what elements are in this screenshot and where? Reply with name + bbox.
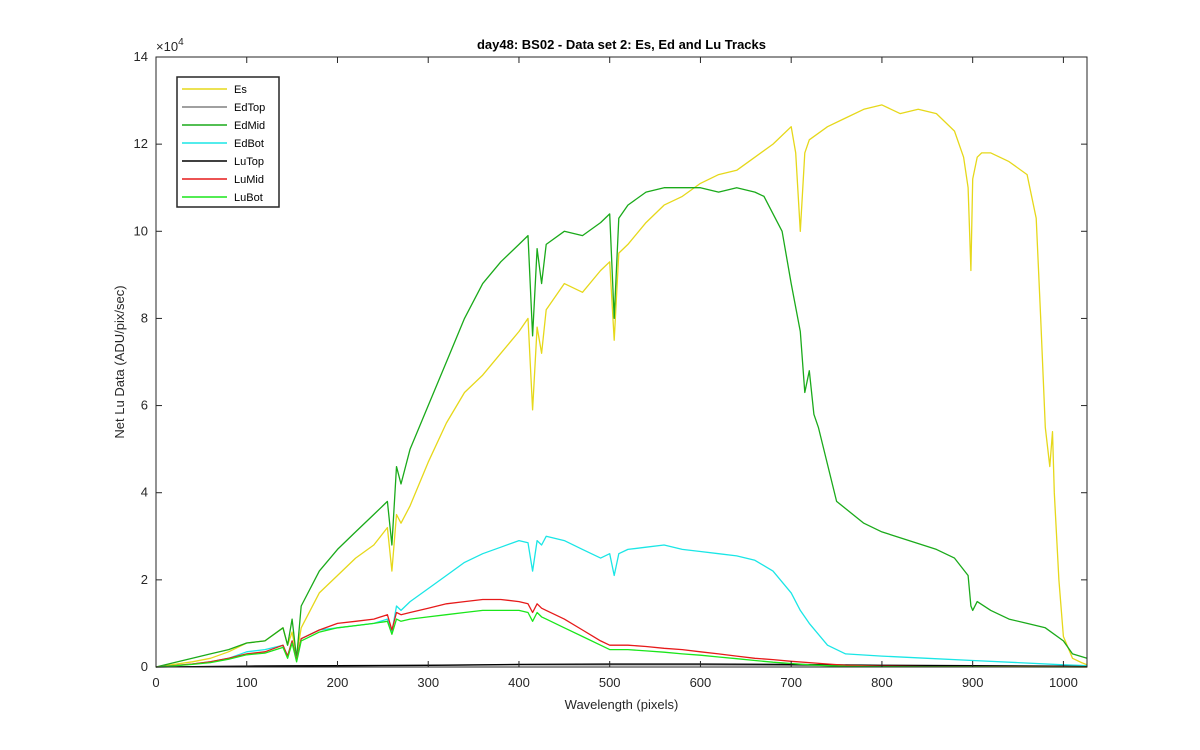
- plot-frame: [155, 56, 1088, 668]
- legend-box: [176, 76, 280, 208]
- x-tick-label: 600: [690, 675, 712, 690]
- legend-label-edbot: EdBot: [234, 138, 264, 150]
- y-tick-label: 0: [141, 659, 148, 674]
- x-tick-label: 500: [599, 675, 621, 690]
- y-axis-label: Net Lu Data (ADU/pix/sec): [112, 285, 127, 438]
- y-tick-label: 8: [141, 310, 148, 325]
- y-tick-label: 14: [134, 49, 148, 64]
- y-tick-label: 4: [141, 485, 148, 500]
- x-axis: 0 100 200 300 400 500 600 700 800 900 1000: [152, 57, 1078, 690]
- x-tick-label: 300: [417, 675, 439, 690]
- legend-label-edmid: EdMid: [234, 120, 265, 132]
- legend: Es EdTop EdMid EdBot LuTop LuMid LuBot: [176, 76, 280, 208]
- legend-label-edtop: EdTop: [234, 102, 265, 114]
- x-tick-label: 1000: [1049, 675, 1078, 690]
- y-tick-label: 2: [141, 572, 148, 587]
- legend-label-lubot: LuBot: [234, 192, 263, 204]
- series-line-es: [155, 104, 1088, 668]
- legend-label-es: Es: [234, 84, 247, 96]
- y-tick-label: 6: [141, 398, 148, 413]
- x-tick-label: 100: [236, 675, 258, 690]
- x-tick-label: 0: [152, 675, 159, 690]
- y-tick-label: 12: [134, 136, 148, 151]
- y-tick-label: 10: [134, 223, 148, 238]
- series-line-edmid: [155, 187, 1088, 668]
- legend-label-lumid: LuMid: [234, 174, 264, 186]
- series-line-lubot: [155, 609, 1087, 668]
- x-tick-label: 700: [780, 675, 802, 690]
- x-tick-label: 900: [962, 675, 984, 690]
- x-tick-label: 400: [508, 675, 530, 690]
- plot-lines: [155, 104, 1088, 668]
- chart-title: day48: BS02 - Data set 2: Es, Ed and Lu …: [477, 37, 766, 52]
- y-axis: 0 2 4 6 8 10 12 14: [134, 49, 1087, 674]
- series-line-lutop: [155, 663, 1088, 668]
- x-tick-label: 800: [871, 675, 893, 690]
- x-tick-label: 200: [327, 675, 349, 690]
- legend-label-lutop: LuTop: [234, 156, 264, 168]
- y-axis-multiplier: ×104: [156, 37, 184, 54]
- x-axis-label: Wavelength (pixels): [565, 697, 679, 712]
